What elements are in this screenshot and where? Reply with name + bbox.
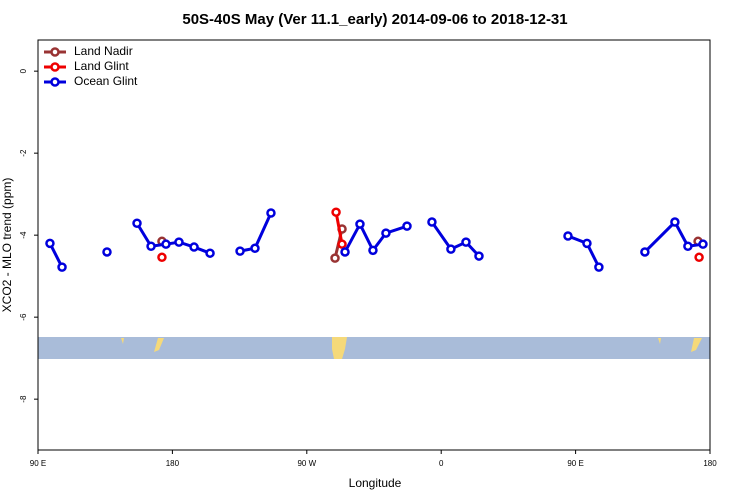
y-tick-label: -6 — [19, 313, 28, 321]
plot-frame — [37, 39, 711, 451]
data-point — [132, 218, 142, 229]
x-tick-label: 180 — [166, 459, 180, 468]
data-point — [161, 239, 171, 249]
legend-label: Ocean Glint — [74, 74, 138, 88]
map-strip — [38, 337, 710, 359]
data-point — [640, 247, 650, 257]
y-tick-label: -8 — [19, 395, 28, 403]
data-point — [266, 208, 276, 218]
data-point — [582, 238, 592, 249]
data-point — [337, 224, 347, 234]
data-point — [189, 242, 199, 252]
legend-label: Land Glint — [74, 59, 129, 73]
data-point — [446, 244, 456, 254]
data-point — [355, 219, 365, 229]
data-point — [157, 252, 167, 263]
data-point — [594, 262, 604, 272]
series-line — [48, 212, 704, 268]
data-point — [102, 247, 112, 257]
data-point — [368, 245, 378, 256]
data-point — [235, 246, 245, 256]
legend-marker — [50, 77, 60, 87]
data-point — [381, 228, 391, 238]
data-point — [330, 253, 340, 263]
legend-marker — [50, 62, 60, 72]
data-point — [563, 231, 573, 241]
y-axis-label: XCO2 - MLO trend (ppm) — [0, 178, 14, 313]
data-point — [340, 247, 350, 257]
y-tick-label: -4 — [19, 231, 28, 239]
data-point — [427, 217, 437, 227]
data-point — [683, 241, 693, 251]
data-point — [402, 221, 412, 231]
data-point — [694, 252, 704, 263]
data-point — [331, 207, 341, 217]
data-point — [146, 241, 156, 251]
chart-title: 50S-40S May (Ver 11.1_early) 2014-09-06 … — [182, 11, 567, 28]
data-point — [337, 239, 347, 249]
x-axis-label: Longitude — [349, 476, 402, 490]
data-point — [205, 248, 215, 258]
x-tick-label: 0 — [439, 459, 444, 468]
data-point — [45, 238, 55, 249]
data-point — [461, 237, 471, 247]
x-tick-label: 180 — [703, 459, 717, 468]
x-tick-label: 90 E — [30, 459, 46, 468]
data-point — [57, 262, 67, 272]
data-point — [474, 251, 484, 261]
data-point — [698, 239, 708, 249]
y-tick-label: 0 — [19, 68, 28, 73]
x-tick-label: 90 E — [567, 459, 583, 468]
data-point — [174, 237, 184, 247]
data-point — [250, 243, 260, 254]
legend-marker — [50, 47, 60, 57]
ocean-band — [38, 337, 710, 359]
legend-label: Land Nadir — [74, 44, 133, 58]
x-tick-label: 90 W — [297, 459, 316, 468]
data-point — [670, 217, 680, 227]
y-tick-label: -2 — [19, 149, 28, 157]
